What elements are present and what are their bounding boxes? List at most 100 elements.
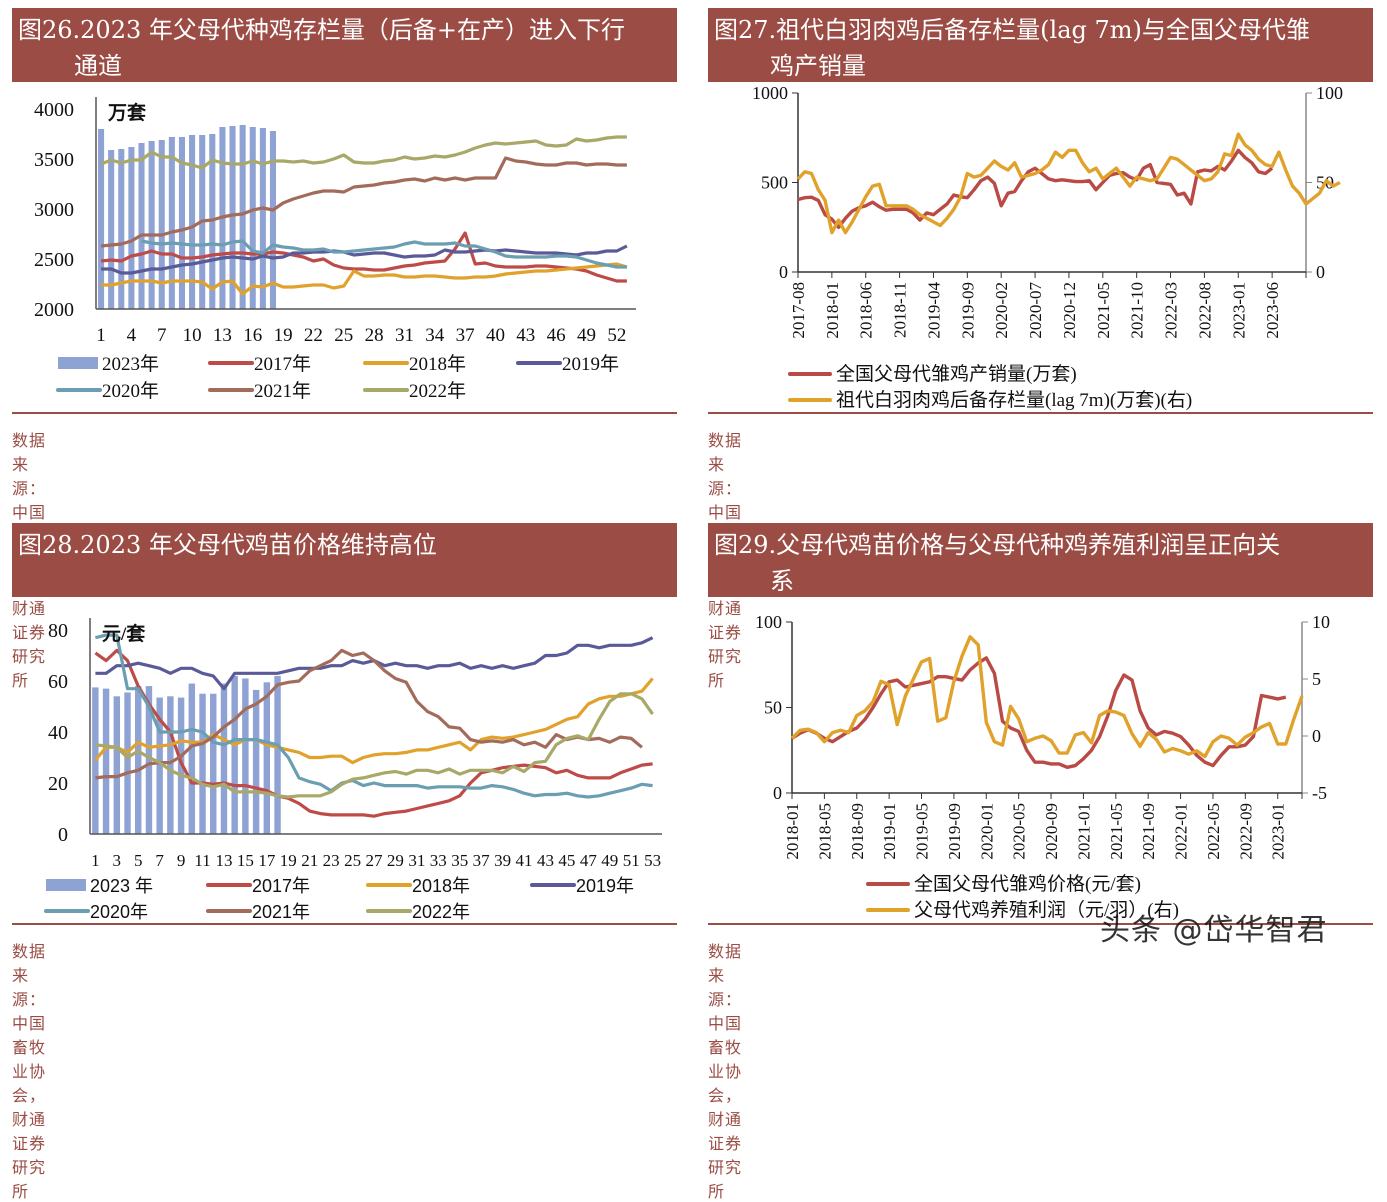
x-tick-label: 2020-12 [1060, 282, 1079, 339]
legend-item: 2022年 [366, 902, 470, 922]
x-tick-label: 2021-05 [1107, 803, 1126, 860]
x-tick-label: 2021-10 [1128, 282, 1147, 339]
x-tick-label: 34 [425, 325, 445, 346]
left-y-tick-label: 50 [764, 698, 782, 718]
bar-2023-week-11 [199, 693, 206, 834]
legend-item: 2021年 [208, 380, 311, 402]
x-tick-label: 37 [473, 851, 491, 870]
legend-label: 2020年 [102, 380, 159, 402]
x-tick-label: 28 [365, 325, 384, 346]
x-tick-label: 2022-03 [1162, 282, 1181, 339]
bar-2023-week-16 [249, 127, 256, 309]
figure-28-title-line1: 图28.2023 年父母代鸡苗价格维持高位 [18, 531, 437, 559]
x-tick-label: 52 [607, 325, 626, 346]
y-tick-label: 3000 [34, 199, 74, 221]
figure-29-chart: 0 50 100 -5 0 5 10 2018-01 2018-05 2018-09 2019-01… [755, 612, 1330, 921]
figure-26-divider [12, 412, 677, 414]
legend-label: 2017年 [254, 353, 311, 375]
x-tick-label: 2018-01 [823, 282, 842, 339]
bar-2023-week-1 [92, 687, 99, 834]
figure-29-title: 图29.父母代鸡苗价格与父母代种鸡养殖利润呈正向关 系 [708, 523, 1373, 597]
bar-2023-week-4 [124, 692, 131, 834]
x-tick-label: 5 [134, 851, 143, 870]
figure-29-title-line1: 图29.父母代鸡苗价格与父母代种鸡养殖利润呈正向关 [714, 531, 1281, 559]
legend-label: 2021年 [254, 380, 311, 402]
legend-label: 2020年 [90, 902, 148, 922]
bar-2023-week-3 [118, 149, 125, 309]
y-tick-label: 4000 [34, 99, 74, 121]
x-tick-label: 49 [577, 325, 596, 346]
legend-label: 2019年 [576, 876, 634, 896]
x-tick-label: 2019-09 [958, 282, 977, 339]
legend-item: 2018年 [366, 876, 470, 896]
bar-2023-week-17 [259, 128, 266, 309]
right-y-tick-label: 0 [1316, 262, 1325, 282]
y-tick-label: 20 [48, 773, 68, 795]
x-tick-label: 2018-11 [891, 282, 910, 338]
legend: 全国父母代雏鸡价格(元/套) 父母代鸡养殖利润（元/羽）(右) [866, 873, 1179, 921]
x-tick-label: 53 [644, 851, 661, 870]
x-tick-label: 45 [558, 851, 575, 870]
legend-item: 全国父母代雏鸡价格(元/套) [866, 873, 1141, 895]
y-tick-label: 40 [48, 722, 68, 744]
figure-29-title-line2: 系 [770, 567, 794, 595]
legend-label: 2022年 [409, 380, 466, 402]
x-tick-label: 4 [127, 325, 137, 346]
x-tick-label: 2021-01 [1074, 803, 1093, 860]
line-series-secondary [796, 132, 1341, 235]
x-tick-label: 13 [213, 325, 232, 346]
legend-swatch-bar [46, 879, 86, 891]
y-tick-label: 0 [58, 824, 68, 846]
left-y-tick-label: 100 [755, 612, 782, 632]
x-tick-label: 17 [258, 851, 276, 870]
right-y-tick-label: 0 [1312, 726, 1321, 746]
legend-item: 2020年 [56, 380, 159, 402]
x-tick-label: 9 [177, 851, 186, 870]
legend-item: 2023 年 [46, 876, 153, 896]
x-tick-label: 39 [494, 851, 511, 870]
x-tick-label: 11 [194, 851, 210, 870]
x-tick-label: 2022-09 [1236, 803, 1255, 860]
legend-item: 2019年 [530, 876, 634, 896]
line-series-2022 [95, 692, 654, 799]
x-tick-label: 23 [323, 851, 340, 870]
bar-2023-week-10 [189, 135, 196, 309]
bar-2023-week-17 [263, 682, 271, 834]
figure-26-chart: 2000 2500 3000 3500 4000 1 4 7 10 13 16 19 22 25 28 31 3… [34, 97, 636, 402]
x-tick-label: 31 [408, 851, 425, 870]
bar-2023-week-7 [156, 697, 163, 834]
bar-2023-week-7 [158, 140, 165, 309]
line-series-2022 [100, 135, 627, 170]
x-tick-label: 2019-05 [913, 803, 932, 860]
x-tick-label: 2020-01 [977, 803, 996, 860]
x-tick-label: 43 [516, 325, 535, 346]
unit-label: 元/套 [102, 622, 146, 645]
legend-item: 祖代白羽肉鸡后备存栏量(lag 7m)(万套)(右) [788, 389, 1192, 411]
legend-label: 全国父母代雏鸡产销量(万套) [836, 363, 1077, 385]
legend-label: 2018年 [412, 876, 470, 896]
x-tick-label: 33 [430, 851, 447, 870]
legend-label: 全国父母代雏鸡价格(元/套) [914, 873, 1141, 895]
legend-item: 2017年 [206, 876, 310, 896]
x-tick-label: 1 [96, 325, 106, 346]
bar-2023-week-6 [145, 686, 153, 834]
line-series-primary [791, 656, 1287, 769]
legend-label: 2018年 [409, 353, 466, 375]
x-tick-label: 2022-01 [1172, 803, 1191, 860]
line-series-2018 [94, 677, 654, 765]
x-tick-label: 25 [334, 325, 353, 346]
bar-2023-week-18 [274, 675, 281, 834]
x-tick-label: 35 [451, 851, 468, 870]
x-tick-label: 15 [237, 851, 254, 870]
figure-28-source: 数据来源：中国畜牧业协会，财通证券研究所 [12, 942, 47, 1201]
x-tick-label: 31 [395, 325, 414, 346]
bar-2023-week-6 [148, 141, 155, 309]
x-tick-label: 2020-02 [992, 282, 1011, 339]
legend-item: 2017年 [208, 353, 311, 375]
bar-2023-week-2 [108, 150, 115, 309]
bar-series-2023 [92, 675, 281, 834]
line-series-secondary [790, 635, 1304, 759]
right-y-tick-label: 10 [1312, 612, 1330, 632]
legend-label: 父母代鸡养殖利润（元/羽）(右) [914, 899, 1179, 921]
